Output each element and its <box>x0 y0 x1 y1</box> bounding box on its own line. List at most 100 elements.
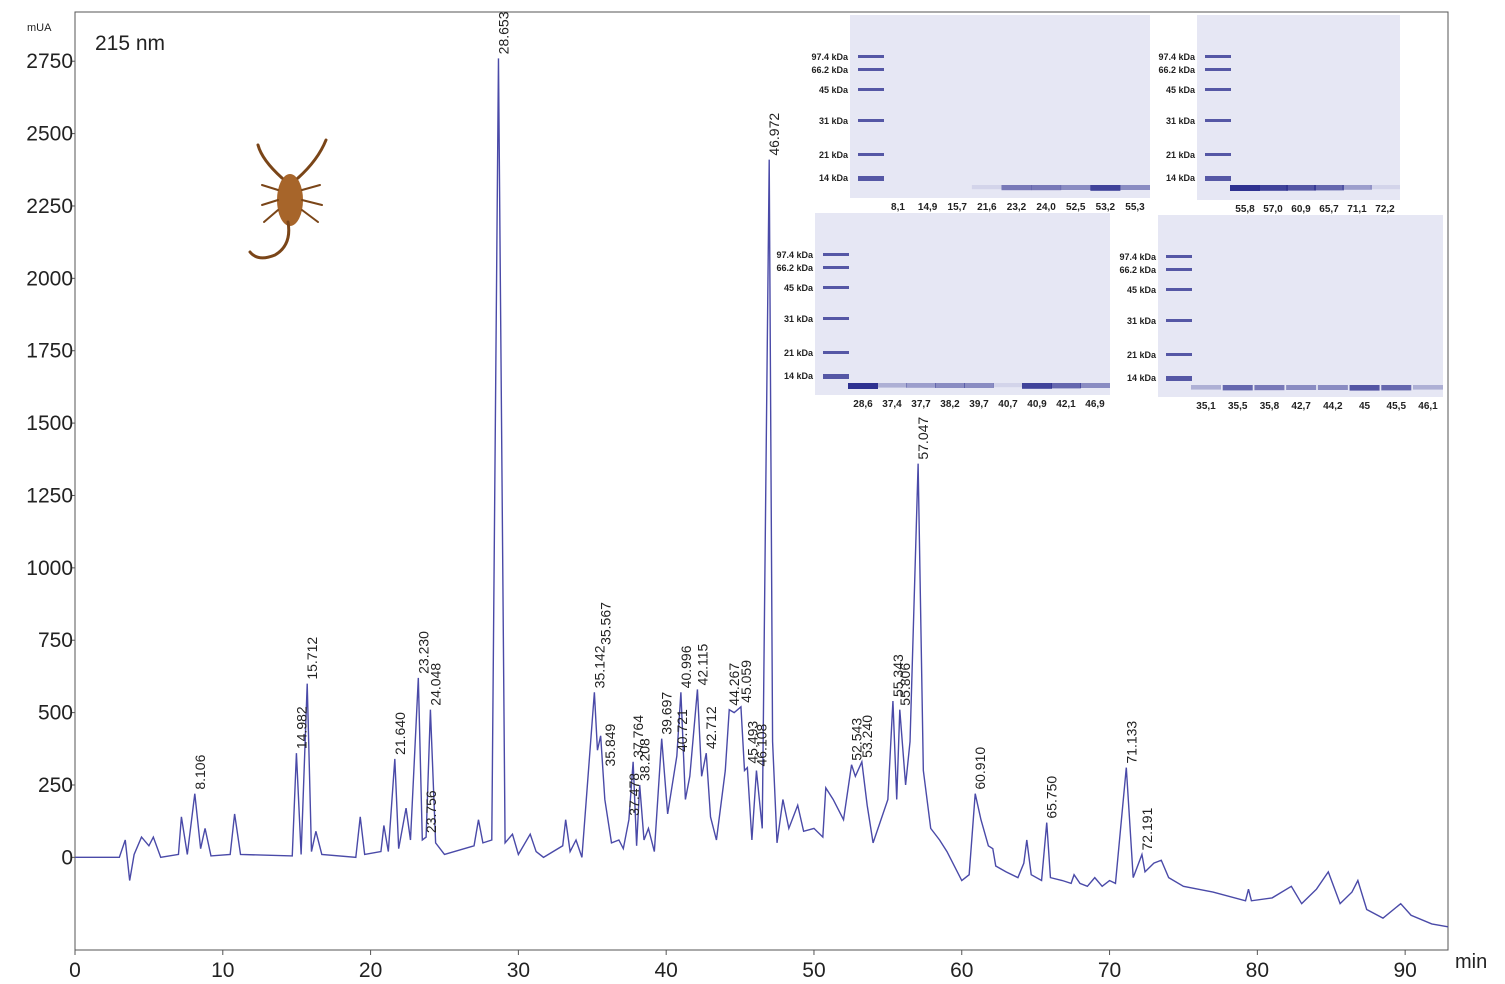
sample-band <box>1314 185 1344 190</box>
peak-label: 15.712 <box>304 637 320 680</box>
peak-label: 42.712 <box>703 706 719 749</box>
peak-label: 35.567 <box>598 602 614 645</box>
sample-band <box>1230 185 1260 191</box>
lane-label: 35,8 <box>1260 401 1280 412</box>
lane-label: 42,7 <box>1291 401 1311 412</box>
lane-label: 46,1 <box>1418 401 1438 412</box>
peak-label: 24.048 <box>427 663 443 706</box>
lane-label: 28,6 <box>853 399 873 410</box>
marker-label: 21 kDa <box>1127 350 1157 360</box>
sample-band <box>1413 385 1443 390</box>
marker-label: 31 kDa <box>1166 116 1196 126</box>
lane-label: 14,9 <box>918 202 938 213</box>
ladder-band <box>1166 319 1192 322</box>
ladder-band <box>823 374 849 379</box>
lane-label: 39,7 <box>969 399 989 410</box>
lane-label: 40,7 <box>998 399 1018 410</box>
marker-label: 66.2 kDa <box>1158 65 1196 75</box>
ladder-band <box>823 266 849 269</box>
y-tick-label: 1250 <box>26 484 73 507</box>
x-tick-label: 20 <box>359 959 382 982</box>
lane-label: 23,2 <box>1007 202 1027 213</box>
ladder-band <box>1166 288 1192 291</box>
marker-label: 31 kDa <box>784 314 814 324</box>
sample-band <box>1031 185 1061 190</box>
ladder-band <box>1166 376 1192 381</box>
x-tick-label: 50 <box>802 959 825 982</box>
ladder-band <box>823 317 849 320</box>
ladder-band <box>858 176 884 181</box>
sample-band <box>1381 385 1411 390</box>
marker-label: 66.2 kDa <box>1119 265 1157 275</box>
sample-band <box>1061 185 1091 190</box>
sample-band <box>972 185 1002 189</box>
lane-label: 38,2 <box>940 399 960 410</box>
lane-label: 15,7 <box>948 202 968 213</box>
marker-label: 14 kDa <box>1166 173 1196 183</box>
y-tick-label: 2000 <box>26 267 73 290</box>
peak-label: 46.108 <box>753 723 769 766</box>
lane-label: 24,0 <box>1036 202 1056 213</box>
sample-band <box>877 383 907 388</box>
peak-label: 40.996 <box>678 645 694 688</box>
sample-band <box>1286 385 1316 390</box>
scorpion-icon <box>250 140 326 258</box>
marker-label: 21 kDa <box>1166 150 1196 160</box>
marker-label: 97.4 kDa <box>811 52 849 62</box>
lane-label: 53,2 <box>1096 202 1116 213</box>
sample-band <box>1318 385 1348 390</box>
marker-label: 45 kDa <box>1127 285 1157 295</box>
peak-label: 14.982 <box>293 706 309 749</box>
x-tick-label: 90 <box>1393 959 1416 982</box>
peak-label: 45.059 <box>738 660 754 703</box>
sample-band <box>1342 185 1372 190</box>
x-tick-label: 70 <box>1098 959 1121 982</box>
lane-label: 45 <box>1359 401 1371 412</box>
marker-label: 31 kDa <box>1127 316 1157 326</box>
lane-label: 52,5 <box>1066 202 1086 213</box>
peak-label: 35.142 <box>591 645 607 688</box>
y-tick-label: 500 <box>38 702 73 725</box>
marker-label: 21 kDa <box>784 348 814 358</box>
x-tick-label: 0 <box>69 959 81 982</box>
sample-band <box>935 383 965 388</box>
y-tick-label: 2250 <box>26 195 73 218</box>
ladder-band <box>858 68 884 71</box>
sample-band <box>1191 385 1221 390</box>
lane-label: 21,6 <box>977 202 997 213</box>
marker-label: 14 kDa <box>819 173 849 183</box>
lane-label: 44,2 <box>1323 401 1343 412</box>
marker-label: 66.2 kDa <box>776 263 814 273</box>
sample-band <box>1090 185 1120 191</box>
ladder-band <box>1166 255 1192 258</box>
peak-label: 35.849 <box>602 723 618 766</box>
y-tick-label: 1000 <box>26 557 73 580</box>
peak-label: 42.115 <box>694 643 710 685</box>
peak-label: 72.191 <box>1139 807 1155 850</box>
lane-label: 37,4 <box>882 399 902 410</box>
y-tick-label: 250 <box>38 774 73 797</box>
x-tick-label: 40 <box>654 959 677 982</box>
marker-label: 97.4 kDa <box>1158 52 1196 62</box>
y-tick-label: 0 <box>61 846 73 869</box>
x-tick-label: 10 <box>211 959 234 982</box>
ladder-band <box>1205 88 1231 91</box>
marker-label: 14 kDa <box>784 371 814 381</box>
lane-label: 46,9 <box>1085 399 1105 410</box>
lane-label: 71,1 <box>1347 204 1367 215</box>
x-axis-label: min <box>1455 951 1487 973</box>
sample-band <box>1022 383 1052 389</box>
marker-label: 45 kDa <box>1166 85 1196 95</box>
ladder-band <box>858 119 884 122</box>
y-axis-label: mUA <box>27 22 52 34</box>
chart: 215 nm mUA min 97.4 kDa 66.2 kDa 45 kDa 31 … <box>0 0 1505 984</box>
y-tick-label: 2500 <box>26 123 73 146</box>
ladder-band <box>1166 268 1192 271</box>
sample-band <box>993 383 1023 387</box>
peak-label: 21.640 <box>392 712 408 755</box>
lane-label: 45,5 <box>1387 401 1407 412</box>
ladder-band <box>858 55 884 58</box>
ladder-band <box>1205 153 1231 156</box>
wavelength-label: 215 nm <box>95 32 165 55</box>
ladder-band <box>823 286 849 289</box>
